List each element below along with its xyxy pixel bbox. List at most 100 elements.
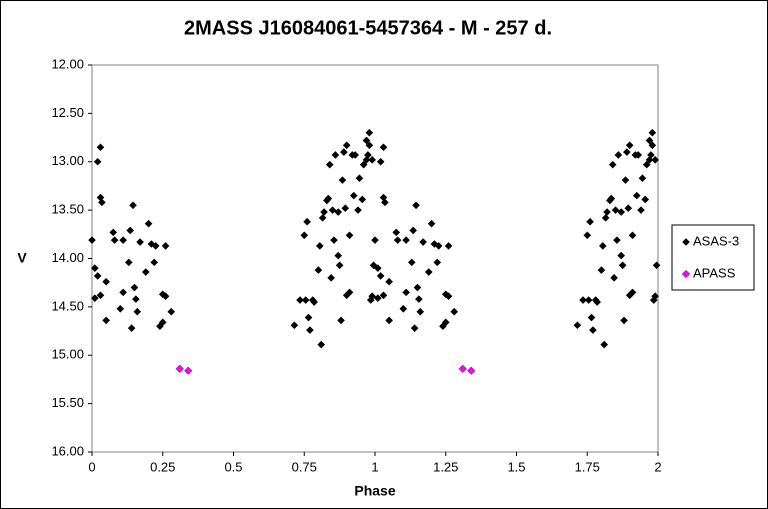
data-point <box>618 261 627 270</box>
data-point <box>651 156 659 164</box>
data-point <box>637 206 645 214</box>
data-point <box>458 364 467 373</box>
data-point <box>593 298 601 306</box>
data-point <box>306 326 314 334</box>
data-point <box>402 236 410 244</box>
data-point <box>412 201 420 210</box>
data-point <box>355 174 364 182</box>
data-point <box>91 264 99 272</box>
legend-label: APASS <box>693 265 736 280</box>
data-point <box>184 366 193 375</box>
data-point <box>341 204 350 212</box>
data-point <box>441 318 450 327</box>
data-point <box>599 242 607 250</box>
data-point <box>304 313 313 322</box>
data-point <box>342 291 351 300</box>
data-point <box>623 148 631 156</box>
data-point <box>441 290 450 299</box>
data-point <box>434 242 443 250</box>
y-tick-label: 12.50 <box>51 105 84 120</box>
legend-marker <box>681 269 691 279</box>
y-tick-label: 14.00 <box>51 250 84 265</box>
data-point <box>614 151 623 159</box>
data-point <box>98 198 106 207</box>
data-point <box>381 198 389 207</box>
data-point <box>628 231 637 240</box>
data-point <box>620 316 628 325</box>
x-tick-label: 0 <box>88 459 95 474</box>
data-point <box>376 272 385 280</box>
data-point <box>358 195 367 204</box>
data-point <box>147 240 156 248</box>
data-point <box>379 291 388 300</box>
data-point <box>119 288 127 297</box>
data-point <box>613 236 621 244</box>
data-point <box>150 258 159 267</box>
data-point <box>116 305 125 313</box>
x-tick-label: 1.5 <box>507 459 525 474</box>
data-point <box>109 228 118 237</box>
data-point <box>371 236 379 244</box>
data-point <box>641 195 650 204</box>
data-point <box>600 340 609 349</box>
data-point <box>301 296 310 304</box>
data-point <box>366 296 375 304</box>
y-tick-label: 15.00 <box>51 347 84 362</box>
data-point <box>362 136 371 145</box>
x-tick-label: 0.25 <box>150 459 175 474</box>
data-point <box>392 228 401 237</box>
data-point <box>374 294 382 302</box>
legend-marker <box>682 238 690 246</box>
data-point <box>573 321 582 330</box>
data-point <box>579 296 587 304</box>
data-point <box>303 217 311 226</box>
data-point <box>325 160 334 169</box>
data-point <box>399 305 408 313</box>
chart-title: 2MASS J16084061-5457364 - M - 257 d. <box>184 17 552 39</box>
x-tick-label: 1.75 <box>575 459 600 474</box>
data-point <box>368 156 376 164</box>
data-point <box>129 201 137 210</box>
y-tick-label: 13.50 <box>51 202 84 217</box>
data-point <box>587 313 596 322</box>
data-point <box>424 268 433 276</box>
data-point <box>175 364 184 373</box>
x-tick-label: 0.5 <box>224 459 242 474</box>
data-point <box>597 266 606 274</box>
data-point <box>603 208 611 216</box>
x-tick-label: 0.75 <box>292 459 317 474</box>
y-tick-label: 14.50 <box>51 298 84 313</box>
legend-label: ASAS-3 <box>693 233 739 248</box>
data-point <box>124 258 133 267</box>
data-point <box>416 307 425 316</box>
data-point <box>419 238 427 246</box>
data-point <box>296 296 304 304</box>
data-point <box>638 174 647 182</box>
data-point <box>439 322 447 331</box>
data-point <box>96 193 105 202</box>
data-point <box>379 193 388 202</box>
y-axis-label: V <box>17 250 27 266</box>
data-point <box>342 141 351 150</box>
data-point <box>316 242 324 250</box>
data-point <box>156 322 164 331</box>
data-point <box>467 366 476 375</box>
data-point <box>161 292 170 301</box>
data-point <box>133 307 142 316</box>
data-point <box>430 240 439 248</box>
data-point <box>317 340 326 349</box>
data-point <box>584 296 593 304</box>
data-point <box>617 251 626 260</box>
data-point <box>415 295 423 303</box>
data-point <box>126 226 135 235</box>
data-point <box>91 294 99 302</box>
data-point <box>433 258 442 267</box>
data-point <box>625 141 634 150</box>
y-tick-label: 13.00 <box>51 153 84 168</box>
x-tick-label: 1.25 <box>433 459 458 474</box>
data-point <box>151 242 160 250</box>
data-point <box>365 128 374 137</box>
data-point <box>642 160 651 169</box>
data-point <box>158 318 167 327</box>
data-point <box>93 272 102 280</box>
